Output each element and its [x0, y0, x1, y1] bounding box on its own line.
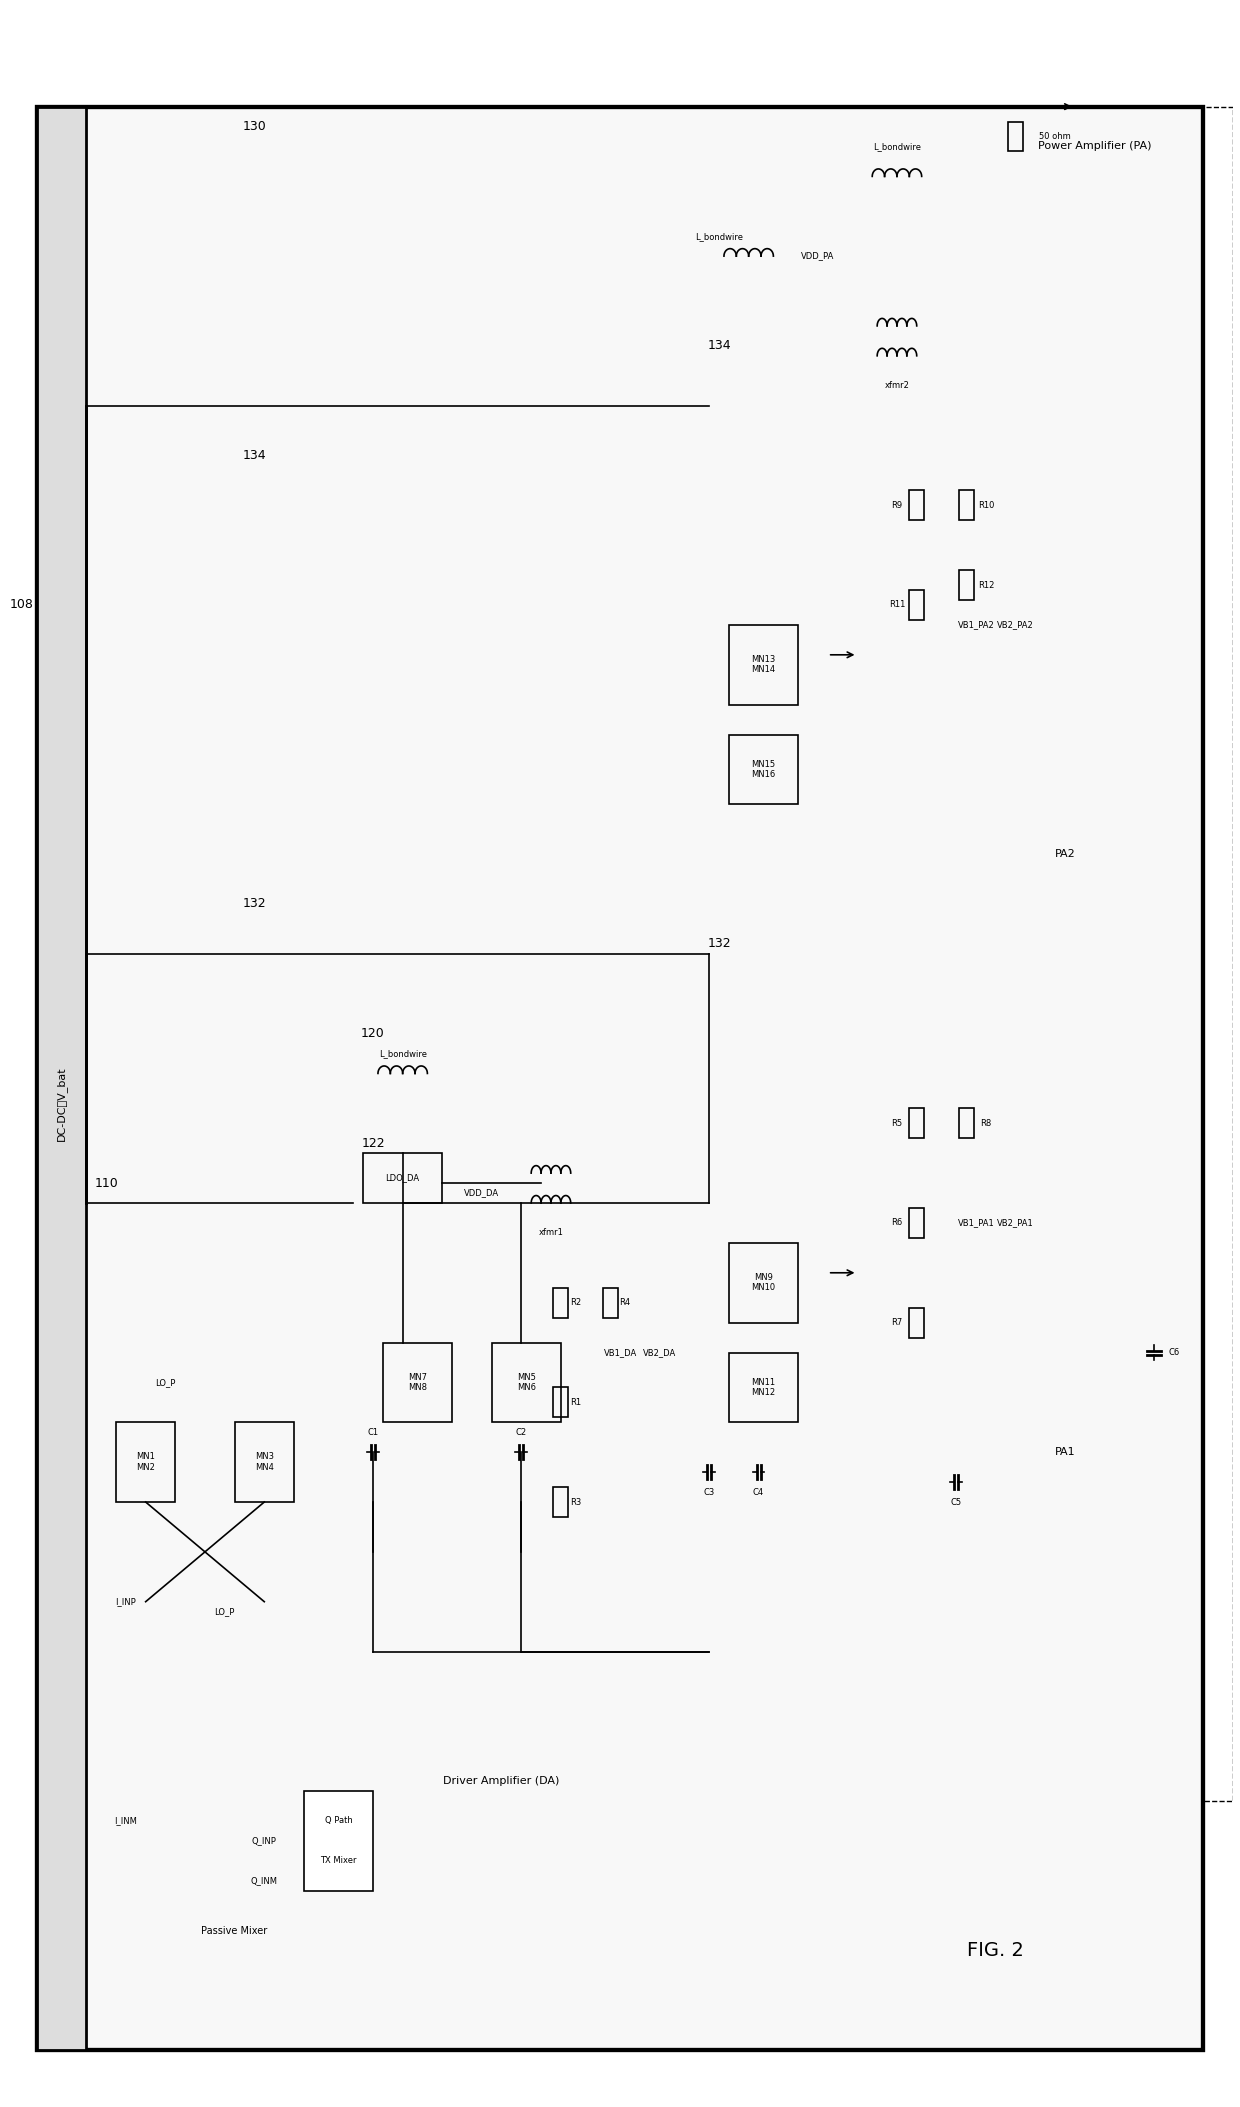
Text: 134: 134: [243, 449, 267, 461]
Text: R2: R2: [570, 1298, 582, 1306]
Bar: [363, 1153, 670, 1700]
Text: Q Path: Q Path: [325, 1816, 352, 1825]
Bar: [363, 1153, 443, 1203]
Text: VDD_DA: VDD_DA: [464, 1188, 500, 1197]
Text: MN11
MN12: MN11 MN12: [751, 1378, 775, 1397]
Bar: [729, 735, 799, 805]
Text: L_bondwire: L_bondwire: [694, 232, 743, 240]
Text: L_bondwire: L_bondwire: [873, 141, 921, 152]
Text: 132: 132: [707, 938, 730, 950]
Text: R11: R11: [889, 600, 905, 609]
Bar: [97, 1153, 373, 1951]
Text: Q_INM: Q_INM: [250, 1875, 278, 1886]
Bar: [304, 1791, 373, 1890]
Bar: [1008, 122, 1023, 152]
Text: C5: C5: [951, 1498, 962, 1507]
Text: VB2_PA1: VB2_PA1: [997, 1218, 1034, 1228]
Text: Q_INP: Q_INP: [252, 1837, 277, 1846]
Bar: [553, 1386, 568, 1418]
Text: xfmr1: xfmr1: [538, 1228, 563, 1237]
Text: R6: R6: [892, 1218, 903, 1228]
Text: 120: 120: [361, 1026, 384, 1041]
Text: PA2: PA2: [1055, 849, 1075, 860]
Bar: [553, 1287, 568, 1317]
Bar: [491, 1342, 560, 1422]
Text: R12: R12: [977, 582, 994, 590]
Text: VB1_DA: VB1_DA: [604, 1348, 637, 1357]
Text: DC-DC或V_bat: DC-DC或V_bat: [56, 1066, 67, 1140]
Bar: [909, 1108, 924, 1138]
Text: C1: C1: [367, 1429, 378, 1437]
Text: MN13
MN14: MN13 MN14: [751, 655, 776, 674]
Text: VB1_PA1: VB1_PA1: [957, 1218, 994, 1228]
Text: MN15
MN16: MN15 MN16: [751, 761, 776, 780]
Bar: [234, 1422, 294, 1502]
Text: 108: 108: [10, 598, 33, 611]
Text: R10: R10: [977, 501, 994, 510]
Bar: [729, 626, 799, 704]
Text: VB2_PA2: VB2_PA2: [997, 619, 1034, 630]
Bar: [959, 491, 973, 520]
Bar: [709, 356, 1184, 904]
Text: 132: 132: [243, 898, 267, 910]
Text: Power Amplifier (PA): Power Amplifier (PA): [1038, 141, 1152, 152]
Text: R5: R5: [892, 1119, 903, 1127]
Text: PA1: PA1: [1055, 1448, 1075, 1458]
Text: R3: R3: [570, 1498, 582, 1507]
Text: C6: C6: [1168, 1348, 1179, 1357]
Text: R7: R7: [892, 1319, 903, 1327]
Bar: [383, 1342, 453, 1422]
Text: MN9
MN10: MN9 MN10: [751, 1273, 775, 1292]
Text: R9: R9: [892, 501, 903, 510]
Text: 110: 110: [94, 1176, 118, 1190]
Text: 130: 130: [243, 120, 267, 133]
Text: C4: C4: [753, 1488, 764, 1496]
Text: R8: R8: [981, 1119, 992, 1127]
Text: VDD_PA: VDD_PA: [801, 251, 835, 261]
Text: C2: C2: [516, 1429, 527, 1437]
Text: Driver Amplifier (DA): Driver Amplifier (DA): [444, 1776, 559, 1787]
Text: R4: R4: [620, 1298, 631, 1306]
Text: MN1
MN2: MN1 MN2: [136, 1452, 155, 1473]
Text: 134: 134: [707, 339, 730, 352]
Text: MN3
MN4: MN3 MN4: [254, 1452, 274, 1473]
Text: MN5
MN6: MN5 MN6: [517, 1374, 536, 1393]
Text: TX Mixer: TX Mixer: [320, 1856, 357, 1865]
Text: LO_P: LO_P: [215, 1608, 234, 1616]
Bar: [909, 1207, 924, 1239]
Text: L_bondwire: L_bondwire: [378, 1049, 427, 1058]
Bar: [343, 1054, 689, 1801]
Text: LDO_DA: LDO_DA: [386, 1174, 419, 1182]
Text: I_INP: I_INP: [115, 1597, 136, 1606]
Bar: [729, 1243, 799, 1323]
Bar: [553, 1488, 568, 1517]
Text: R1: R1: [570, 1397, 582, 1407]
Text: LO_P: LO_P: [155, 1378, 176, 1386]
Text: MN7
MN8: MN7 MN8: [408, 1374, 427, 1393]
Bar: [117, 1422, 175, 1502]
Text: 122: 122: [361, 1136, 384, 1150]
Text: FIG. 2: FIG. 2: [967, 1941, 1024, 1960]
Text: C3: C3: [703, 1488, 714, 1496]
Bar: [959, 1108, 973, 1138]
Bar: [729, 1353, 799, 1422]
Text: VB2_DA: VB2_DA: [644, 1348, 676, 1357]
Bar: [689, 107, 1233, 1801]
Text: xfmr2: xfmr2: [884, 381, 909, 390]
Bar: [959, 571, 973, 600]
Bar: [909, 491, 924, 520]
Text: VB1_PA2: VB1_PA2: [957, 619, 994, 630]
Bar: [603, 1287, 618, 1317]
Text: I_INM: I_INM: [114, 1816, 138, 1825]
Text: Passive Mixer: Passive Mixer: [201, 1926, 268, 1936]
Bar: [909, 1308, 924, 1338]
Bar: [709, 954, 1184, 1502]
Bar: [909, 590, 924, 619]
Bar: [37, 107, 87, 2050]
Text: 50 ohm: 50 ohm: [1039, 133, 1071, 141]
